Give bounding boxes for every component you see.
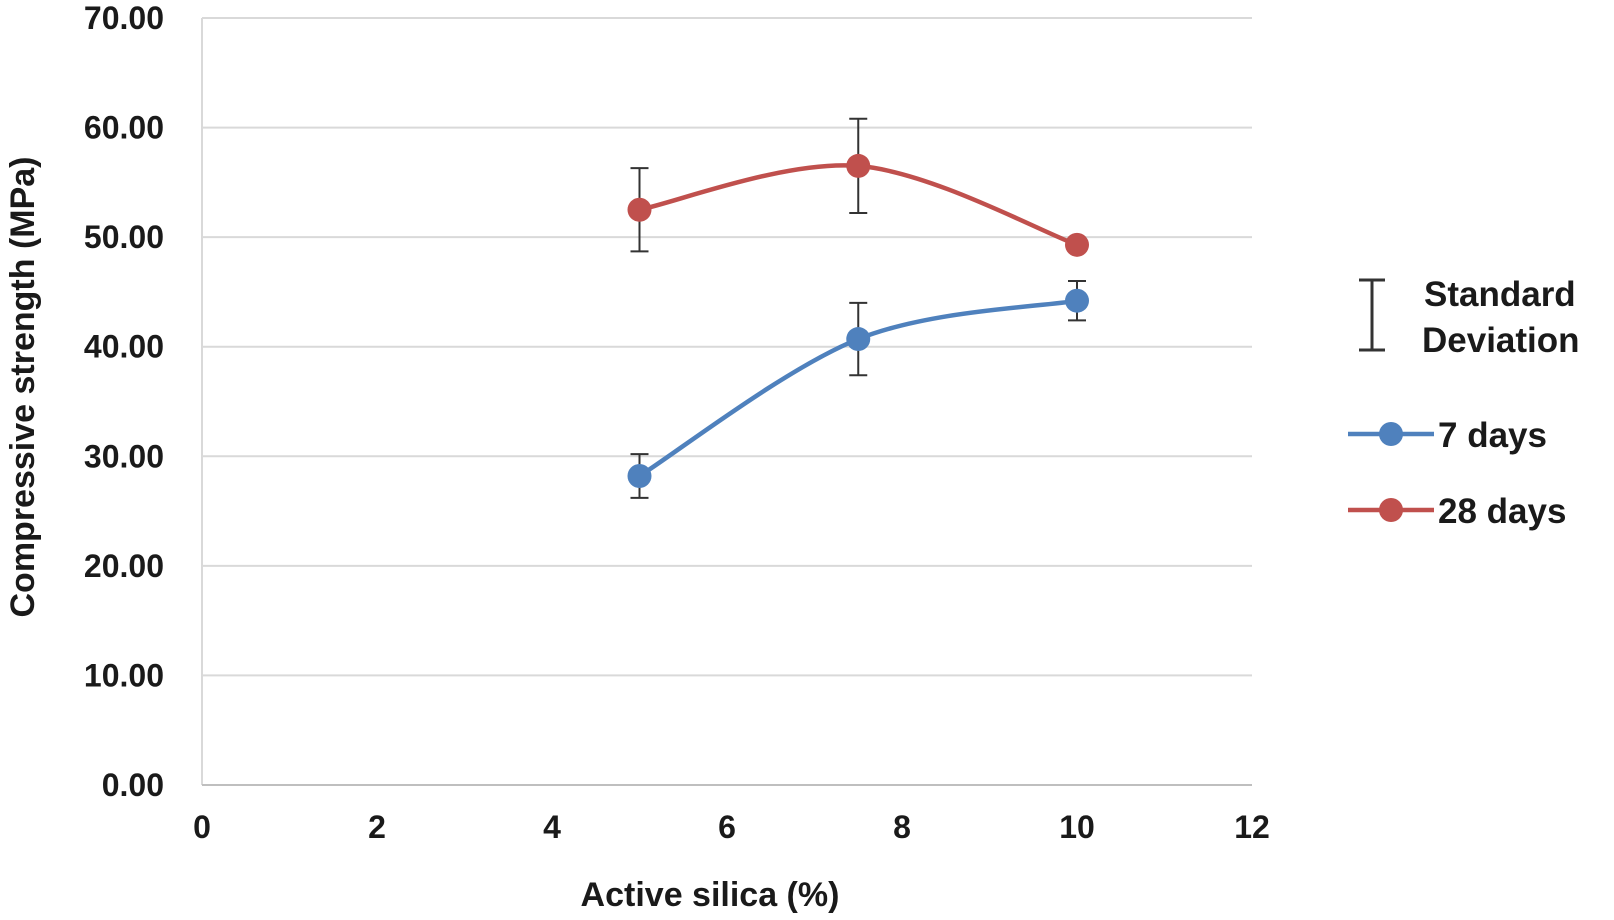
x-tick-label: 0	[193, 809, 211, 845]
legend-error-bar-label-line1: Standard	[1424, 275, 1576, 314]
y-axis-title: Compressive strength (MPa)	[4, 157, 42, 618]
data-point	[1065, 232, 1089, 257]
x-tick-label: 2	[368, 809, 386, 845]
legend-marker	[1379, 422, 1403, 446]
y-tick-labels: 0.00 10.00 20.00 30.00 40.00 50.00 60.00 70.00	[84, 0, 164, 803]
legend-label: 7 days	[1438, 416, 1547, 455]
data-point	[846, 327, 871, 352]
y-tick-label: 30.00	[84, 438, 164, 474]
data-point	[627, 197, 652, 222]
legend-series-entries: 7 days 28 days	[1348, 416, 1566, 531]
y-tick-label: 20.00	[84, 548, 164, 584]
x-tick-label: 10	[1059, 809, 1095, 845]
x-tick-label: 6	[718, 809, 736, 845]
y-tick-label: 70.00	[84, 0, 164, 36]
axes	[201, 18, 1252, 786]
legend: Standard Deviation 7 days 28 days	[1348, 275, 1580, 531]
x-tick-labels: 0 2 4 6 8 10 12	[193, 809, 1270, 845]
x-tick-label: 8	[893, 809, 911, 845]
data-point	[1065, 288, 1089, 313]
legend-error-bar-label-line2: Deviation	[1422, 321, 1580, 360]
x-tick-label: 4	[543, 809, 561, 845]
gridlines	[202, 17, 1252, 677]
legend-entry: 28 days	[1348, 492, 1566, 531]
legend-entry: 7 days	[1348, 416, 1547, 455]
x-tick-label: 12	[1234, 809, 1270, 845]
legend-marker	[1379, 498, 1403, 522]
x-axis-title: Active silica (%)	[581, 876, 840, 914]
data-points	[627, 153, 1089, 489]
y-tick-label: 60.00	[84, 110, 164, 146]
y-tick-label: 50.00	[84, 219, 164, 255]
y-tick-label: 40.00	[84, 329, 164, 365]
legend-error-bar-symbol	[1359, 278, 1385, 352]
y-tick-label: 10.00	[84, 657, 164, 693]
data-point	[846, 153, 871, 178]
legend-label: 28 days	[1438, 492, 1566, 531]
data-point	[627, 464, 652, 489]
y-tick-label: 0.00	[102, 767, 164, 803]
